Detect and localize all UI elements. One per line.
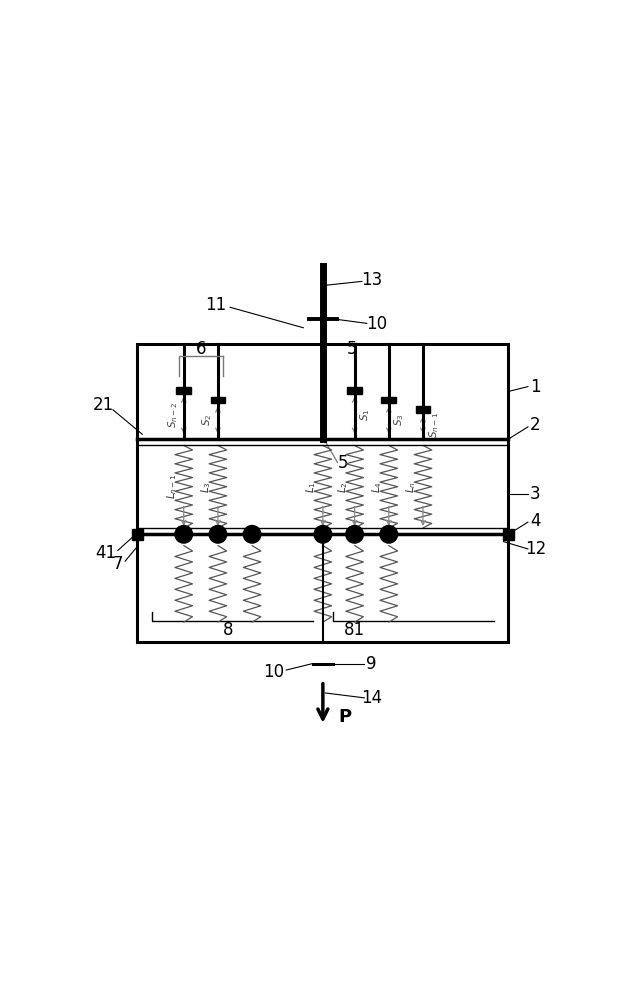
Circle shape [346, 526, 364, 543]
Text: 12: 12 [525, 540, 546, 558]
Text: 4: 4 [530, 512, 541, 530]
Polygon shape [381, 397, 396, 403]
Text: 2: 2 [530, 416, 541, 434]
Text: 10: 10 [366, 315, 387, 333]
Circle shape [380, 526, 398, 543]
Text: 11: 11 [205, 296, 226, 314]
Text: $S_2$: $S_2$ [200, 414, 214, 426]
Text: 41: 41 [95, 544, 116, 562]
Text: 9: 9 [367, 655, 377, 673]
Polygon shape [503, 529, 514, 540]
Text: $L_4$: $L_4$ [370, 481, 384, 493]
Text: 14: 14 [361, 689, 382, 707]
Circle shape [175, 526, 193, 543]
Text: $L_n$: $L_n$ [404, 481, 418, 493]
Circle shape [209, 526, 227, 543]
Text: 1: 1 [530, 378, 541, 396]
Text: 21: 21 [93, 396, 114, 414]
Text: 5: 5 [338, 454, 348, 472]
Text: $S_1$: $S_1$ [358, 409, 372, 421]
Text: 7: 7 [113, 555, 123, 573]
Text: $L_1$: $L_1$ [304, 481, 318, 493]
Text: 81: 81 [344, 621, 365, 639]
Text: 5: 5 [347, 340, 357, 358]
Text: 13: 13 [361, 271, 382, 289]
Text: 3: 3 [530, 485, 541, 503]
Polygon shape [176, 387, 191, 394]
Text: $L_{n-1}$: $L_{n-1}$ [165, 474, 179, 499]
Text: $S_{n-2}$: $S_{n-2}$ [166, 402, 180, 428]
Text: $L_3$: $L_3$ [199, 481, 213, 493]
Text: $S_{n-1}$: $S_{n-1}$ [427, 412, 440, 438]
Polygon shape [347, 387, 362, 394]
Polygon shape [210, 397, 226, 403]
Circle shape [314, 526, 331, 543]
Text: 8: 8 [222, 621, 233, 639]
Text: $S_3$: $S_3$ [392, 414, 406, 426]
Text: 10: 10 [263, 663, 285, 681]
Text: P: P [338, 708, 352, 726]
Text: $L_2$: $L_2$ [336, 481, 350, 493]
Polygon shape [132, 529, 143, 540]
Polygon shape [416, 406, 430, 413]
Circle shape [243, 526, 261, 543]
Text: 6: 6 [195, 340, 206, 358]
